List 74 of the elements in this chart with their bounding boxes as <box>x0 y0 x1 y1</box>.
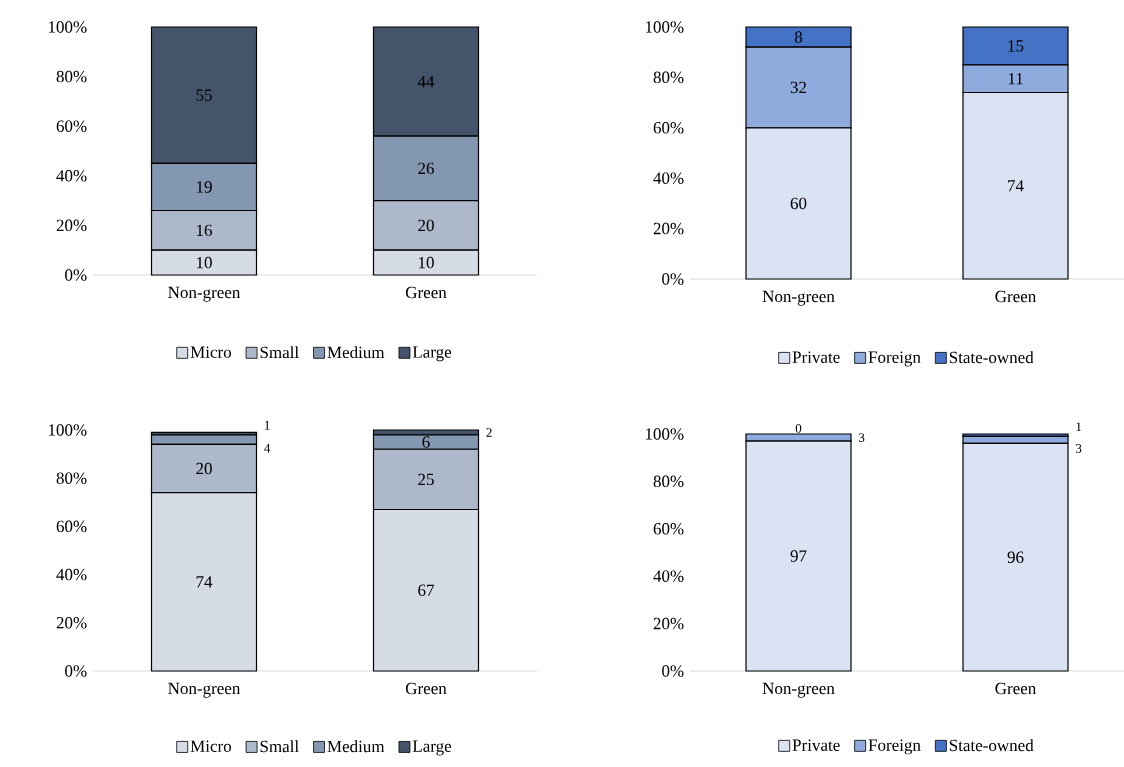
data-label: 16 <box>197 224 213 237</box>
y-tick-label: 60% <box>56 120 87 132</box>
data-label: 60 <box>790 197 807 210</box>
y-tick-label: 80% <box>653 475 684 488</box>
legend-label: Small <box>260 346 299 359</box>
x-tick-label: Non-green <box>762 682 835 698</box>
y-tick-label: 20% <box>653 617 684 630</box>
legend-label: Micro <box>190 346 232 358</box>
y-tick-label: 100% <box>645 428 684 440</box>
data-label: 0 <box>795 424 802 433</box>
x-tick-label: Non-green <box>168 286 241 302</box>
legend-label: Private <box>792 739 840 751</box>
y-tick-label: 60% <box>56 520 87 533</box>
legend-label: Large <box>412 740 452 756</box>
x-tick-label: Green <box>995 682 1037 695</box>
data-label: 96 <box>1007 551 1024 563</box>
y-tick-label: 80% <box>653 71 684 84</box>
x-tick-label: Non-green <box>762 290 835 306</box>
data-label: 3 <box>859 433 865 442</box>
legend-label: Medium <box>327 346 385 359</box>
y-tick-label: 40% <box>653 570 684 582</box>
data-label: 67 <box>418 584 435 596</box>
data-label: 1 <box>1076 422 1082 431</box>
y-tick-label: 100% <box>48 424 87 436</box>
legend-label: Micro <box>190 740 232 752</box>
y-tick-label: 100% <box>645 21 684 33</box>
data-label: 26 <box>418 162 434 175</box>
y-tick-label: 60% <box>653 122 684 134</box>
y-tick-label: 100% <box>48 21 87 33</box>
y-tick-label: 0% <box>662 665 684 677</box>
legend-label: Small <box>260 740 299 753</box>
legend-label: State-owned <box>949 739 1034 752</box>
y-tick-label: 0% <box>65 269 87 281</box>
data-label: 2 <box>486 428 492 437</box>
y-tick-label: 40% <box>56 170 87 182</box>
x-tick-label: Green <box>405 682 447 695</box>
y-tick-label: 40% <box>653 172 684 184</box>
data-label: 20 <box>418 219 434 232</box>
y-tick-label: 80% <box>56 70 87 83</box>
data-label: 20 <box>196 462 212 475</box>
legend-label: Medium <box>327 740 385 753</box>
data-label: 1 <box>265 420 270 430</box>
data-label: 11 <box>1008 73 1023 85</box>
x-tick-label: Non-green <box>168 682 241 698</box>
data-label: 55 <box>196 89 212 101</box>
y-tick-label: 40% <box>56 568 87 581</box>
data-label: 74 <box>196 576 213 588</box>
y-tick-label: 80% <box>56 472 87 484</box>
legend-label: State-owned <box>949 351 1034 364</box>
y-tick-label: 60% <box>653 523 684 535</box>
y-tick-label: 20% <box>56 617 87 629</box>
data-label: 10 <box>197 256 212 269</box>
data-label: 8 <box>794 31 803 43</box>
y-tick-label: 0% <box>65 665 87 677</box>
data-label: 10 <box>419 256 434 269</box>
data-label: 74 <box>1008 180 1024 192</box>
legend-label: Large <box>412 346 452 362</box>
data-label: 44 <box>417 75 435 88</box>
data-label: 15 <box>1008 40 1024 52</box>
data-label: 6 <box>422 436 430 448</box>
data-label: 3 <box>1076 444 1082 453</box>
legend-label: Private <box>792 351 840 363</box>
data-label: 4 <box>264 443 271 453</box>
data-label: 32 <box>790 81 807 94</box>
x-tick-label: Green <box>995 290 1037 303</box>
legend-label: Foreign <box>868 351 921 367</box>
legend-label: Foreign <box>868 739 921 755</box>
y-tick-label: 0% <box>662 273 684 285</box>
y-tick-label: 20% <box>653 222 684 235</box>
data-label: 19 <box>197 181 212 193</box>
x-tick-label: Green <box>405 286 447 299</box>
data-label: 97 <box>790 550 807 562</box>
y-tick-label: 20% <box>56 219 87 232</box>
data-label: 25 <box>418 473 434 486</box>
